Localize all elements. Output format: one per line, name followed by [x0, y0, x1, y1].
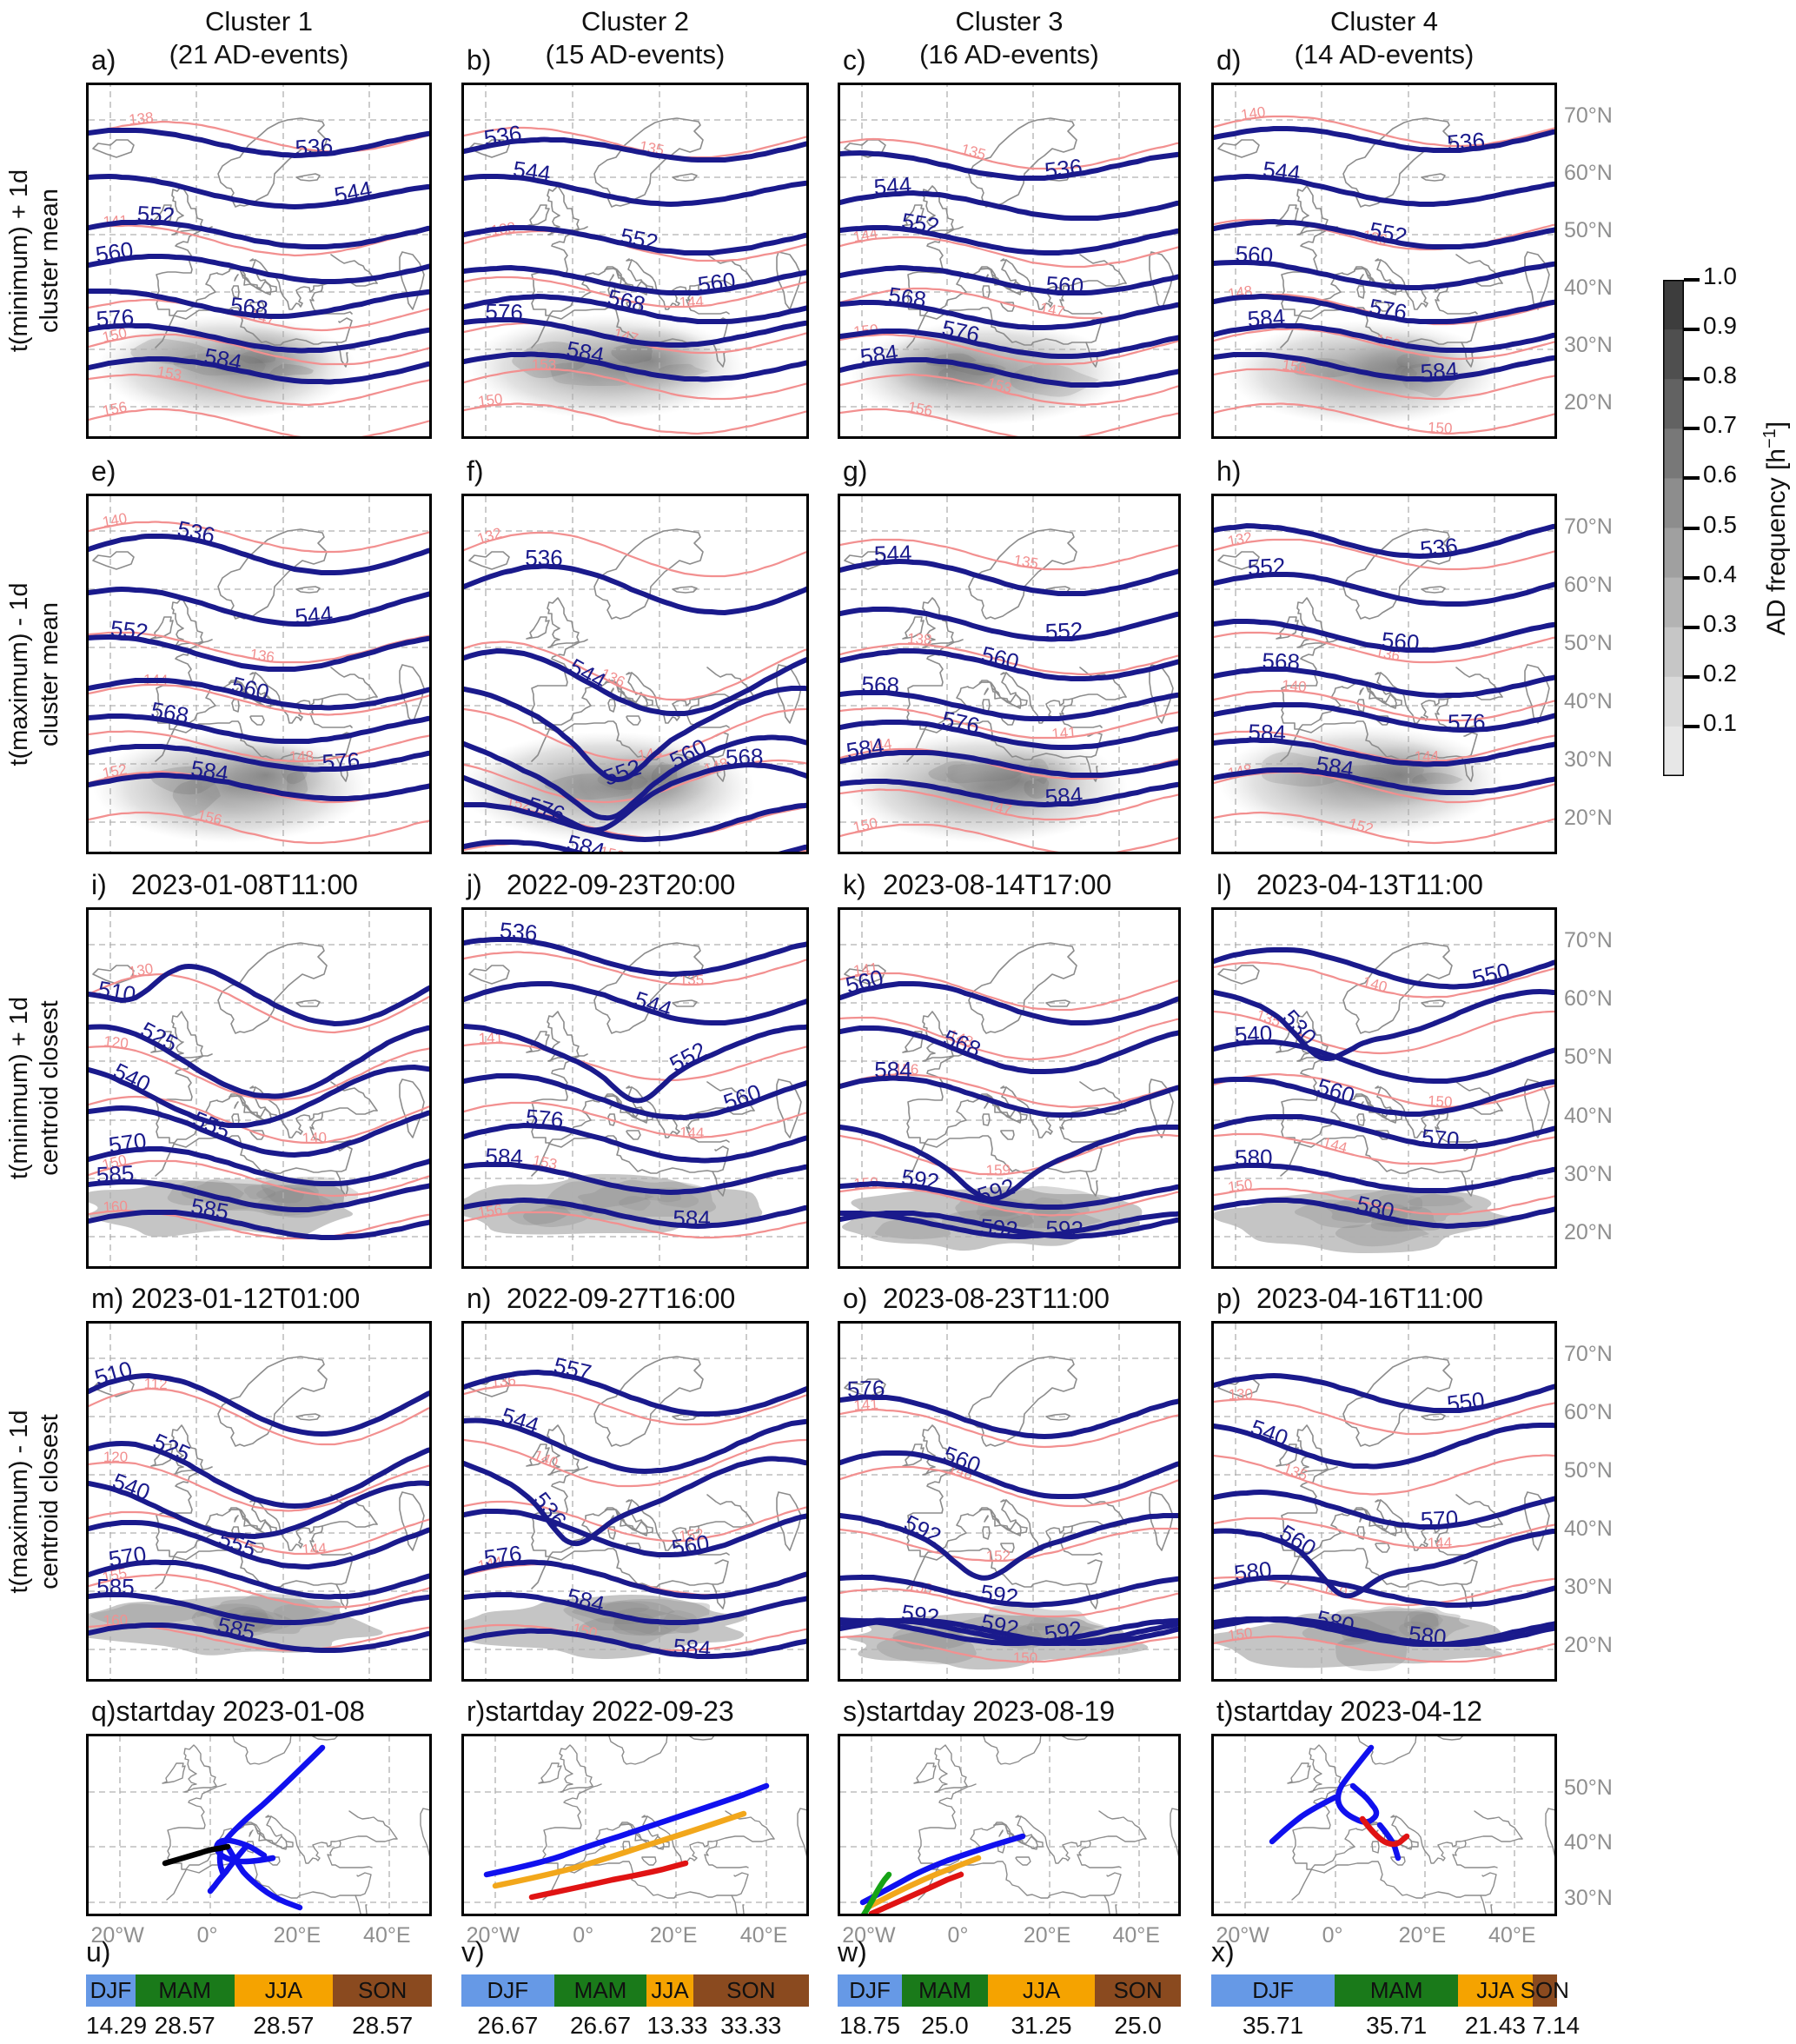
svg-text:552: 552	[109, 615, 149, 645]
svg-text:544: 544	[1262, 156, 1302, 187]
svg-text:136: 136	[249, 646, 275, 666]
svg-text:584: 584	[1420, 357, 1459, 386]
svg-text:140: 140	[1282, 677, 1308, 695]
svg-text:150: 150	[477, 390, 503, 409]
svg-text:584: 584	[858, 339, 899, 370]
svg-text:544: 544	[294, 601, 334, 630]
svg-text:592: 592	[900, 1164, 941, 1195]
svg-text:568: 568	[725, 743, 763, 770]
svg-text:552: 552	[1247, 553, 1286, 581]
svg-text:576: 576	[485, 299, 523, 326]
svg-text:570: 570	[1420, 1505, 1459, 1533]
svg-text:576: 576	[525, 1104, 565, 1133]
svg-text:584: 584	[1044, 782, 1084, 811]
svg-text:560: 560	[1381, 627, 1421, 656]
svg-text:580: 580	[1408, 1621, 1448, 1650]
svg-text:584: 584	[673, 1634, 712, 1662]
svg-text:560: 560	[696, 267, 737, 298]
svg-text:140: 140	[1240, 103, 1267, 123]
svg-text:140: 140	[302, 1130, 327, 1147]
svg-text:144: 144	[302, 1540, 328, 1558]
svg-text:560: 560	[1045, 271, 1084, 299]
svg-text:585: 585	[96, 1160, 135, 1188]
svg-text:560: 560	[1235, 241, 1274, 269]
svg-text:536: 536	[295, 133, 334, 162]
svg-text:150: 150	[1013, 1649, 1037, 1666]
svg-text:592: 592	[900, 1599, 941, 1630]
svg-text:544: 544	[512, 156, 553, 187]
svg-text:120: 120	[103, 1449, 128, 1465]
svg-text:585: 585	[96, 1574, 134, 1600]
svg-text:550: 550	[1446, 1387, 1487, 1417]
svg-text:580: 580	[1235, 1145, 1273, 1171]
svg-text:144: 144	[679, 1125, 705, 1142]
svg-text:144: 144	[1428, 1535, 1453, 1551]
svg-text:570: 570	[1421, 1124, 1461, 1153]
svg-text:552: 552	[136, 201, 176, 229]
svg-text:584: 584	[1247, 304, 1286, 333]
svg-text:130: 130	[1228, 1386, 1253, 1404]
svg-text:580: 580	[1233, 1556, 1274, 1587]
svg-text:592: 592	[1045, 1216, 1084, 1243]
svg-text:584: 584	[1248, 719, 1286, 746]
svg-text:153: 153	[532, 356, 556, 373]
svg-text:570: 570	[107, 1127, 148, 1158]
svg-text:568: 568	[887, 282, 928, 313]
svg-text:544: 544	[873, 172, 912, 201]
svg-text:576: 576	[96, 304, 135, 333]
svg-text:584: 584	[485, 1143, 523, 1170]
svg-text:536: 536	[499, 917, 539, 946]
svg-text:576: 576	[321, 747, 361, 776]
svg-text:568: 568	[861, 671, 899, 698]
svg-text:544: 544	[873, 540, 911, 567]
svg-text:536: 536	[1446, 127, 1486, 156]
svg-text:584: 584	[874, 1057, 911, 1083]
svg-text:150: 150	[1227, 1176, 1253, 1195]
svg-text:536: 536	[525, 545, 562, 571]
svg-text:576: 576	[482, 1540, 523, 1571]
svg-text:576: 576	[846, 1375, 885, 1402]
svg-text:576: 576	[1448, 709, 1486, 736]
svg-text:120: 120	[103, 1033, 129, 1052]
svg-text:150: 150	[1428, 419, 1453, 436]
svg-text:536: 536	[1419, 533, 1459, 562]
svg-text:536: 536	[1044, 154, 1084, 184]
svg-text:138: 138	[128, 110, 154, 129]
svg-text:148: 148	[289, 748, 315, 765]
svg-text:552: 552	[1044, 617, 1084, 645]
svg-text:568: 568	[1262, 647, 1300, 674]
svg-text:138: 138	[907, 630, 932, 647]
svg-text:152: 152	[986, 1548, 1011, 1564]
svg-text:540: 540	[1234, 1020, 1273, 1048]
svg-text:568: 568	[229, 292, 269, 322]
svg-text:141: 141	[1051, 724, 1077, 742]
svg-text:584: 584	[673, 1205, 711, 1232]
svg-text:150: 150	[1227, 1624, 1253, 1643]
svg-text:592: 592	[979, 1579, 1020, 1610]
